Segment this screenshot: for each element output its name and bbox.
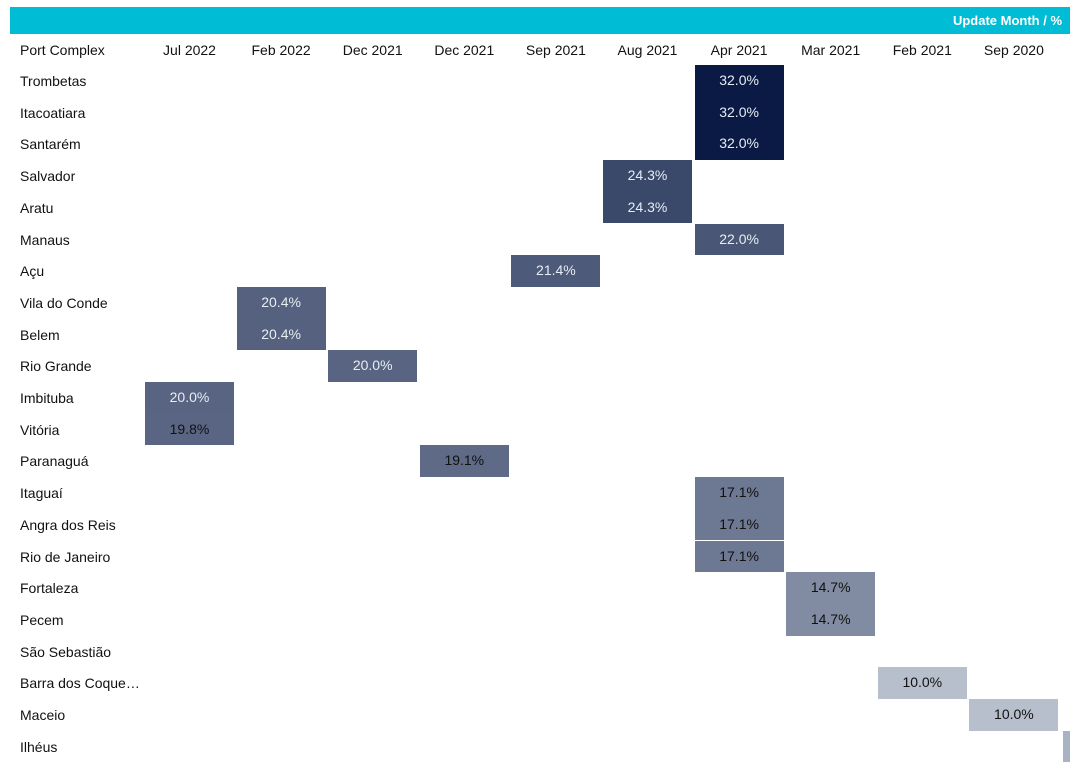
row-label: Aratu [20,199,54,216]
column-header: Dec 2021 [342,42,403,58]
column-header: Jul 2022 [163,42,216,58]
column-header: Feb 2021 [892,42,952,58]
heatmap-cell: 14.7% [786,603,876,636]
row-label: Itaguaí [20,485,63,502]
column-header: Aug 2021 [617,42,678,58]
row-label: Barra dos Coque… [20,675,140,692]
heatmap-cell: 19.8% [145,413,234,446]
heatmap-cell [1063,730,1070,763]
column-header: Sep 2021 [525,42,586,58]
row-label: Imbituba [20,390,74,406]
heatmap-cell: 20.4% [236,318,326,351]
heatmap-cell: 17.1% [694,540,784,573]
heatmap-cell: 20.4% [236,286,326,319]
heatmap-cell: 17.1% [694,508,784,541]
column-header: Apr 2021 [710,42,768,58]
column-header: Feb 2022 [251,42,311,58]
column-header: Mar 2021 [801,42,861,58]
heatmap-cell: 19.1% [419,445,509,478]
row-label: Maceio [20,707,66,723]
row-label: Trombetas [20,73,87,89]
row-label: Açu [20,263,45,280]
heatmap-cell: 20.0% [328,350,418,382]
row-header-label: Port Complex [20,42,105,58]
heatmap-cell: 14.7% [786,572,876,604]
heatmap-cell: 24.3% [603,160,692,192]
heatmap-cell: 32.0% [694,96,784,129]
column-header: Sep 2020 [983,42,1044,58]
row-label: Belem [20,326,60,343]
row-label: Vitória [20,421,60,438]
row-label: Ilhéus [20,738,58,755]
row-label: Rio de Janeiro [20,548,111,565]
row-label: Vila do Conde [20,294,108,311]
heatmap-cell: 32.0% [694,128,784,161]
row-label: Santarém [20,136,81,153]
heatmap-cell: 10.0% [969,699,1059,731]
heatmap-cell: 20.0% [145,382,234,414]
heatmap-cell: 24.3% [603,191,692,224]
row-label: Pecem [20,611,64,628]
heatmap-cell: 21.4% [511,255,601,287]
heatmap-cell: 10.0% [877,667,967,699]
row-label: Fortaleza [20,580,79,597]
column-header-row: Port Complex Jul 2022 Feb 2022 Dec 2021 Dec… [0,36,1080,64]
column-header: Dec 2021 [434,42,495,58]
row-label: Salvador [20,168,76,185]
heatmap-cell: 22.0% [694,223,784,256]
row-label: Manaus [20,231,70,248]
update-month-title: Update Month / % [952,13,1062,28]
row-label: Angra dos Reis [20,516,116,533]
row-label: São Sebastião [20,643,112,660]
row-label: Paranaguá [20,453,89,470]
header-bar: Update Month / % [10,7,1070,34]
heatmap-cell: 17.1% [694,477,784,509]
row-label: Rio Grande [20,358,92,375]
row-label: Itacoatiara [20,104,86,121]
heatmap-cell: 32.0% [694,65,784,97]
